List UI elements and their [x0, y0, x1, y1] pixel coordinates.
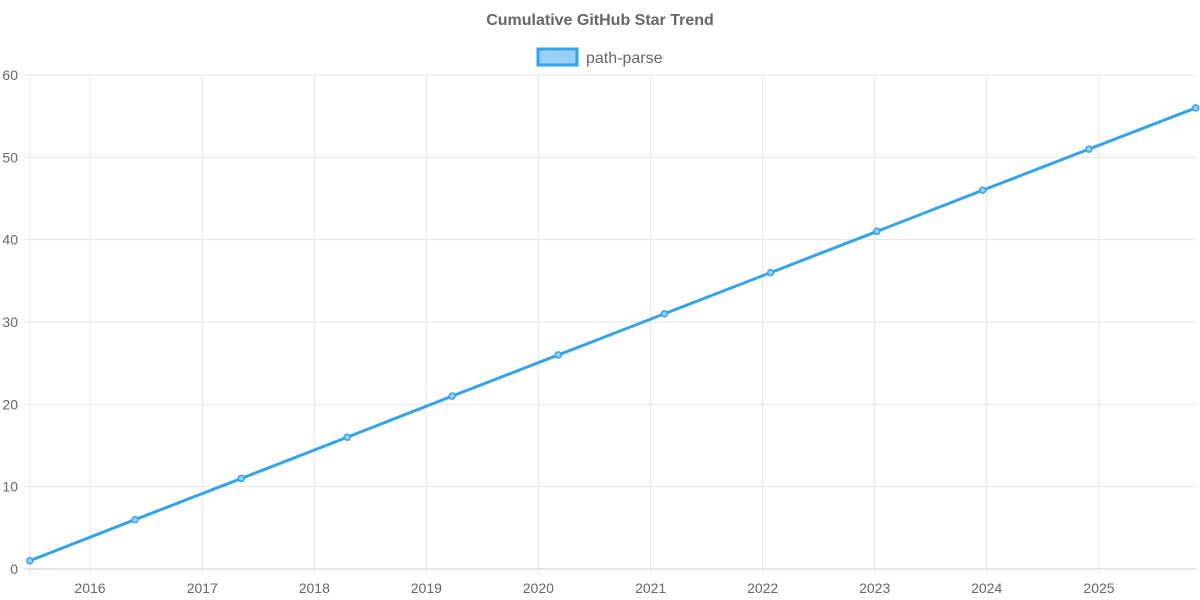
data-point [554, 351, 563, 359]
axes: 0 10 20 30 40 50 60 2016 2017 2018 2019 2020 2021 202… [2, 67, 1114, 596]
y-tick-label: 30 [2, 314, 18, 330]
data-point [873, 227, 881, 236]
x-tick-label: 2016 [74, 580, 105, 596]
x-tick-label: 2019 [411, 580, 442, 596]
grid [24, 74, 1196, 575]
y-tick-label: 60 [2, 67, 18, 83]
data-point [660, 310, 669, 318]
x-tick-label: 2025 [1083, 580, 1114, 596]
data-point [131, 515, 139, 524]
legend-swatch [536, 47, 579, 67]
data-point [448, 392, 456, 400]
data-point [343, 433, 351, 442]
series-line [29, 106, 1197, 563]
legend-label: path-parse [586, 50, 663, 67]
data-point [1191, 104, 1200, 112]
legend[interactable]: path-parse [536, 47, 663, 67]
data-point [766, 268, 775, 277]
x-tick-label: 2024 [971, 580, 1002, 596]
y-tick-label: 50 [2, 149, 18, 165]
y-tick-label: 0 [10, 561, 18, 577]
y-tick-label: 10 [2, 479, 18, 495]
data-point [978, 186, 987, 195]
chart-title: Cumulative GitHub Star Trend [486, 12, 714, 29]
data-point [237, 474, 246, 483]
x-tick-label: 2022 [747, 580, 778, 596]
data-point [26, 557, 34, 565]
x-tick-label: 2020 [523, 580, 554, 596]
data-point [1085, 145, 1093, 153]
x-tick-label: 2023 [859, 580, 890, 596]
x-tick-label: 2017 [187, 580, 218, 596]
x-tick-label: 2021 [635, 580, 666, 596]
y-tick-label: 20 [2, 396, 18, 412]
series-path-parse [26, 104, 1200, 565]
y-tick-label: 40 [2, 232, 18, 248]
x-tick-label: 2018 [299, 580, 330, 596]
